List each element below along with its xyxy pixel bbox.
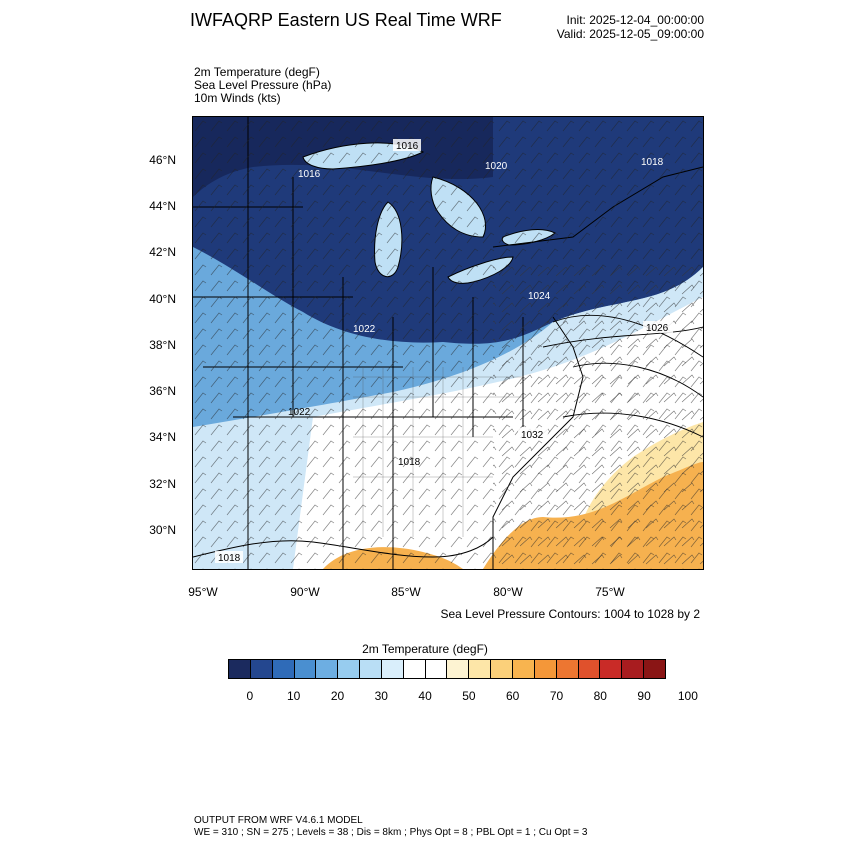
variable-temperature: 2m Temperature (degF) — [194, 65, 320, 79]
colorbar-tick: 60 — [506, 689, 520, 703]
lon-tick: 85°W — [391, 585, 421, 599]
colorbar-cell — [425, 660, 448, 678]
pressure-label: 1020 — [485, 161, 508, 172]
colorbar-cell — [403, 660, 426, 678]
colorbar-tick: 70 — [549, 689, 564, 703]
colorbar-cell — [360, 660, 382, 678]
colorbar-cell — [469, 660, 492, 678]
lat-tick: 44°N — [149, 199, 176, 213]
wind-barbs-ocean — [493, 267, 703, 569]
colorbar-tick: 80 — [593, 689, 607, 703]
lon-tick: 80°W — [493, 585, 523, 599]
colorbar-cell — [338, 660, 361, 678]
lon-tick: 90°W — [290, 585, 320, 599]
weather-map: 1016 1018 1016 1020 1022 1024 1026 1022 … — [192, 116, 704, 570]
colorbar-cell — [600, 660, 623, 678]
colorbar-tick: 20 — [330, 689, 345, 703]
colorbar-cell — [644, 660, 665, 678]
colorbar-cell — [512, 660, 535, 678]
pressure-label: 1016 — [396, 141, 419, 152]
colorbar-tick: 50 — [462, 689, 476, 703]
pressure-label: 1022 — [288, 407, 311, 418]
pressure-label: 1018 — [641, 157, 664, 168]
colorbar-tick: 40 — [418, 689, 432, 703]
colorbar-cell — [316, 660, 339, 678]
colorbar-cell — [229, 660, 251, 678]
colorbar-tick: 0 — [246, 689, 254, 703]
temperature-colorbar — [228, 659, 666, 679]
lat-tick: 40°N — [149, 292, 176, 306]
init-time: Init: 2025-12-04_00:00:00 — [566, 13, 704, 27]
pressure-labels: 1016 1018 1016 1020 1022 1024 1026 1022 … — [215, 139, 673, 564]
pressure-label: 1032 — [521, 430, 544, 441]
footer-model: OUTPUT FROM WRF V4.6.1 MODEL — [194, 815, 363, 826]
colorbar-cell — [622, 660, 645, 678]
colorbar-tick: 90 — [637, 689, 651, 703]
lat-tick: 30°N — [149, 523, 176, 537]
colorbar-cell — [294, 660, 317, 678]
map-svg: 1016 1018 1016 1020 1022 1024 1026 1022 … — [193, 117, 703, 569]
pressure-label: 1022 — [353, 324, 376, 335]
valid-time: Valid: 2025-12-05_09:00:00 — [556, 27, 704, 41]
lat-tick: 32°N — [149, 477, 176, 491]
colorbar-cell — [272, 660, 295, 678]
contour-note: Sea Level Pressure Contours: 1004 to 102… — [440, 607, 701, 621]
colorbar-cell — [556, 660, 579, 678]
lat-tick: 46°N — [149, 153, 176, 167]
lon-tick: 95°W — [188, 585, 218, 599]
lat-tick: 36°N — [149, 384, 176, 398]
colorbar-cell — [534, 660, 557, 678]
lat-tick: 42°N — [149, 245, 176, 259]
lon-tick: 75°W — [595, 585, 625, 599]
chart-title: IWFAQRP Eastern US Real Time WRF — [190, 10, 502, 30]
pressure-label: 1026 — [646, 323, 669, 334]
variable-winds: 10m Winds (kts) — [194, 91, 281, 105]
lat-tick: 38°N — [149, 338, 176, 352]
variable-pressure: Sea Level Pressure (hPa) — [194, 78, 332, 92]
colorbar-cell — [578, 660, 601, 678]
colorbar-cell — [250, 660, 273, 678]
pressure-label: 1018 — [218, 553, 241, 564]
colorbar-tick: 10 — [287, 689, 301, 703]
pressure-label: 1024 — [528, 291, 551, 302]
lat-tick: 34°N — [149, 430, 176, 444]
colorbar-cell — [447, 660, 470, 678]
colorbar-cell — [491, 660, 513, 678]
colorbar-tick: 30 — [374, 689, 388, 703]
footer-config: WE = 310 ; SN = 275 ; Levels = 38 ; Dis … — [194, 827, 588, 838]
colorbar-cell — [381, 660, 404, 678]
colorbar-title: 2m Temperature (degF) — [362, 642, 488, 656]
pressure-label: 1018 — [398, 457, 421, 468]
pressure-label: 1016 — [298, 169, 321, 180]
colorbar-tick: 100 — [677, 689, 698, 703]
